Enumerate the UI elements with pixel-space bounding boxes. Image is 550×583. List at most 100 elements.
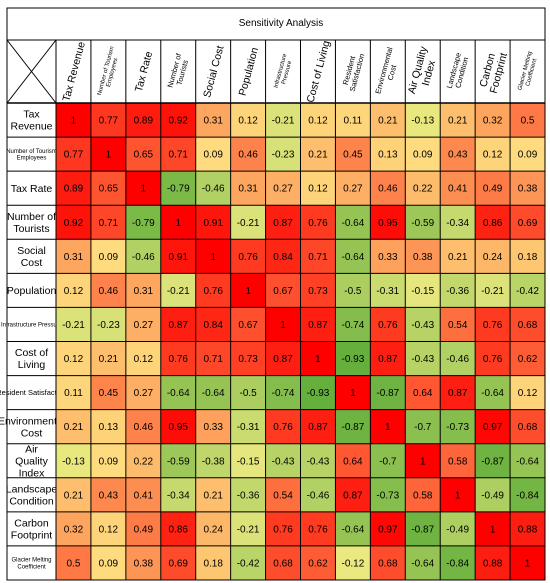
cell-value-label: 0.58 [413, 490, 433, 501]
heatmap-cell [90, 375, 126, 410]
heatmap-cell [195, 409, 231, 444]
cell-value-label: 1 [350, 388, 356, 399]
cell-value-label: -0.73 [376, 490, 399, 501]
row-header-line: Coefficient [17, 565, 46, 571]
heatmap-cell [160, 205, 196, 240]
heatmap-cell [195, 375, 231, 410]
heatmap-cell [510, 171, 545, 206]
heatmap-cell [300, 375, 336, 410]
heatmap-cell [195, 205, 231, 240]
heatmap-cell [475, 307, 511, 342]
cell-value-label: 0.87 [273, 354, 293, 365]
heatmap-cell [160, 171, 196, 206]
cell-value-label: 0.95 [378, 218, 398, 229]
heatmap-cell [475, 239, 511, 274]
cell-value-label: 0.68 [518, 422, 538, 433]
cell-value-label: 0.21 [99, 354, 119, 365]
heatmap-cell [440, 307, 476, 342]
heatmap-cell [90, 273, 126, 308]
cell-value-label: 0.87 [308, 320, 328, 331]
cell-value-label: -0.64 [516, 456, 539, 467]
heatmap-cell [125, 443, 161, 478]
cell-value-label: 1 [210, 252, 216, 263]
cell-value-label: -0.21 [237, 218, 260, 229]
heatmap-cell [195, 273, 231, 308]
cell-value-label: 0.95 [169, 422, 189, 433]
cell-value-label: 0.43 [448, 150, 468, 161]
row-header-line: Number of [7, 211, 56, 223]
heatmap-cell [440, 443, 476, 478]
row-header-line: Tourists [13, 223, 49, 235]
row-header-line: Carbon [14, 518, 49, 530]
cell-value-label: -0.59 [411, 218, 434, 229]
heatmap-cell [475, 443, 511, 478]
heatmap-cell [56, 103, 91, 138]
cell-value-label: -0.46 [307, 490, 330, 501]
row-header: Population [7, 285, 57, 297]
heatmap-cell [56, 545, 91, 580]
heatmap-cell [125, 477, 161, 512]
cell-value-label: -0.23 [97, 320, 120, 331]
heatmap-cell [335, 375, 371, 410]
heatmap-cell [300, 477, 336, 512]
heatmap-cell [405, 545, 441, 580]
heatmap-cell [440, 511, 476, 546]
cell-value-label: 0.12 [238, 116, 258, 127]
heatmap-cell [300, 137, 336, 172]
cell-value-label: 1 [175, 218, 181, 229]
cell-value-label: 0.12 [308, 184, 328, 195]
cell-value-label: -0.42 [237, 558, 260, 569]
cell-value-label: 0.76 [203, 286, 223, 297]
heatmap-cell [370, 137, 406, 172]
heatmap-cell [230, 375, 266, 410]
heatmap-cell [510, 409, 545, 444]
cell-value-label: 0.45 [99, 388, 119, 399]
heatmap-cell [370, 103, 406, 138]
cell-value-label: -0.64 [341, 252, 364, 263]
heatmap-cell [90, 171, 126, 206]
corner-diagonal [6, 39, 57, 104]
heatmap-cell [510, 205, 545, 240]
heatmap-cell [56, 443, 91, 478]
heatmap-cell [160, 273, 196, 308]
heatmap-cell [475, 477, 511, 512]
cell-value-label: 1 [420, 456, 426, 467]
heatmap-cell [230, 443, 266, 478]
cell-value-label: 0.73 [238, 354, 258, 365]
cell-value-label: 0.5 [521, 116, 535, 127]
heatmap-cell [510, 545, 545, 580]
heatmap-cell [510, 239, 545, 274]
heatmap-cell [510, 375, 545, 410]
row-header-line: Living [18, 359, 46, 371]
heatmap-cell [90, 443, 126, 478]
header-corner [6, 39, 57, 104]
cell-value-label: 0.71 [169, 150, 189, 161]
cell-value-label: 0.76 [483, 320, 503, 331]
chart-title: Sensitivity Analysis [239, 18, 323, 29]
cell-value-label: 0.91 [169, 252, 189, 263]
cell-value-label: -0.38 [202, 456, 225, 467]
cell-value-label: 0.77 [64, 150, 84, 161]
cell-value-label: 0.09 [413, 150, 433, 161]
cell-value-label: -0.43 [272, 456, 295, 467]
heatmap-cell [90, 137, 126, 172]
heatmap-cell [510, 137, 545, 172]
heatmap-cell [125, 341, 161, 376]
row-header-line: Tax [23, 109, 40, 121]
cell-value-label: -0.84 [446, 558, 469, 569]
heatmap-cell [90, 103, 126, 138]
heatmap-cell [230, 545, 266, 580]
heatmap-cell [230, 409, 266, 444]
cell-value-label: -0.64 [167, 388, 190, 399]
cell-value-label: 0.38 [413, 252, 433, 263]
cell-value-label: 0.13 [378, 150, 398, 161]
heatmap-cell [90, 307, 126, 342]
cell-value-label: 0.5 [67, 558, 81, 569]
cell-value-label: 0.27 [134, 320, 154, 331]
heatmap-cell [370, 171, 406, 206]
cell-value-label: 0.88 [483, 558, 503, 569]
cell-value-label: 0.18 [518, 252, 538, 263]
heatmap-cell [475, 171, 511, 206]
